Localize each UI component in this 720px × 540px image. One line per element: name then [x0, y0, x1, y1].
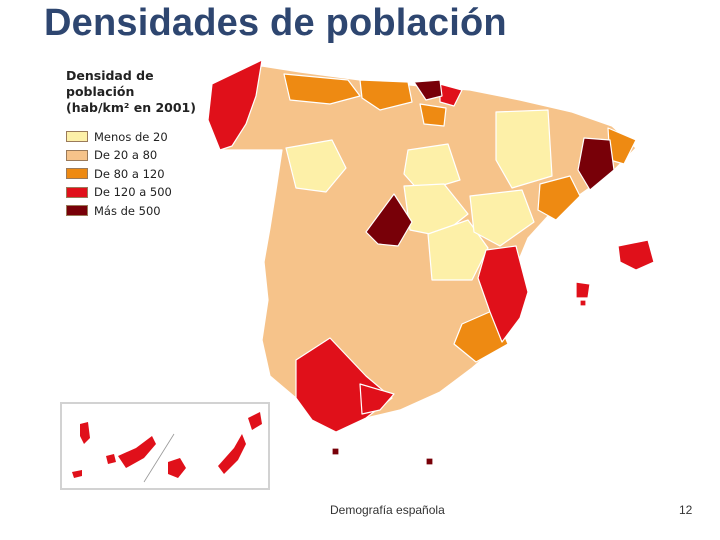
- province-madrid: [365, 193, 413, 247]
- island-fuerteventura: [218, 434, 246, 474]
- inset-divider: [143, 433, 175, 483]
- peninsula-base: [207, 65, 637, 433]
- canary-islands-map: [72, 412, 262, 483]
- island-la-gomera: [106, 454, 116, 464]
- island-mallorca: [617, 239, 655, 271]
- province-asturias: [283, 73, 361, 105]
- province-leon-area: [285, 139, 347, 193]
- province-alicante-valencia: [477, 245, 529, 343]
- island-lanzarote: [248, 412, 262, 430]
- province-teruel: [469, 189, 535, 247]
- legend-swatch: [66, 186, 88, 198]
- province-barcelona: [577, 137, 615, 191]
- legend-item: De 80 a 120: [66, 165, 216, 182]
- legend-swatch: [66, 168, 88, 179]
- province-cantabria: [359, 79, 413, 111]
- province-bizkaia: [413, 79, 443, 101]
- page-number: 12: [679, 503, 693, 517]
- slide-title: Densidades de población: [44, 2, 507, 44]
- province-castellon-tarragona: [537, 175, 581, 221]
- legend-item: Más de 500: [66, 202, 216, 219]
- legend-title-line2: (hab/km² en 2001): [66, 100, 196, 115]
- island-el-hierro: [72, 470, 82, 478]
- island-gran-canaria: [168, 458, 186, 478]
- island-la-palma: [80, 422, 90, 444]
- legend-label: De 20 a 80: [94, 148, 158, 162]
- legend-label: Menos de 20: [94, 129, 168, 144]
- spain-density-map: [207, 59, 655, 466]
- legend-label: De 80 a 120: [94, 166, 165, 181]
- province-soria-teruel: [495, 109, 553, 189]
- province-galicia-coast: [207, 59, 263, 151]
- melilla: [425, 457, 434, 466]
- legend-items: Menos de 20 De 20 a 80 De 80 a 120 De 12…: [66, 128, 216, 219]
- legend-title-line1: Densidad de población: [66, 68, 154, 99]
- footer-text: Demografía española: [330, 503, 445, 517]
- province-cuenca: [427, 219, 489, 281]
- island-tenerife: [118, 436, 156, 468]
- province-malaga: [359, 383, 395, 415]
- legend-item: De 20 a 80: [66, 147, 216, 164]
- map-legend: Densidad de población (hab/km² en 2001) …: [66, 68, 216, 221]
- legend-swatch: [66, 131, 88, 142]
- legend-title: Densidad de población (hab/km² en 2001): [66, 68, 216, 116]
- legend-swatch: [66, 149, 88, 161]
- province-alava: [419, 103, 447, 127]
- legend-item: De 120 a 500: [66, 184, 216, 201]
- ceuta: [331, 447, 340, 456]
- canary-islands-inset: [60, 402, 270, 490]
- island-formentera: [579, 299, 587, 307]
- island-ibiza: [575, 281, 591, 299]
- legend-item: Menos de 20: [66, 128, 216, 145]
- legend-label: Más de 500: [94, 203, 161, 218]
- legend-label: De 120 a 500: [94, 185, 172, 199]
- legend-swatch: [66, 205, 88, 216]
